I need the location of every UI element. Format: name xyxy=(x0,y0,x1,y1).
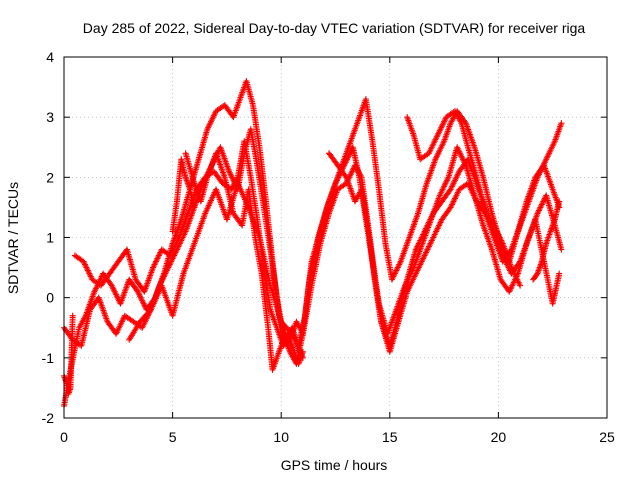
data-point-plus xyxy=(556,198,563,205)
series-track-9 xyxy=(169,156,198,235)
y-tick-label: 1 xyxy=(46,230,54,246)
series-track-10 xyxy=(530,198,563,283)
data-point-plus xyxy=(556,270,563,277)
y-tick-label: 4 xyxy=(46,49,54,65)
x-axis-label: GPS time / hours xyxy=(281,457,388,473)
x-tick-label: 20 xyxy=(491,429,507,445)
data-point-plus xyxy=(558,246,565,253)
x-tick-label: 10 xyxy=(273,429,289,445)
data-point-plus xyxy=(299,348,306,355)
series-track-8 xyxy=(61,312,76,397)
x-tick-label: 0 xyxy=(60,429,68,445)
series-track-6 xyxy=(182,150,306,373)
x-tick-label: 25 xyxy=(599,429,615,445)
series-track-5 xyxy=(404,108,565,265)
series-track-7 xyxy=(325,150,524,355)
data-point-plus xyxy=(533,271,540,278)
data-point-plus xyxy=(191,204,198,211)
data-point-plus xyxy=(517,282,524,289)
data-marks xyxy=(61,78,565,409)
y-axis-label: SDTVAR / TECUs xyxy=(5,182,21,294)
data-point-plus xyxy=(69,312,76,319)
y-tick-label: -2 xyxy=(42,410,55,426)
y-tick-label: 2 xyxy=(46,169,54,185)
y-tick-label: -1 xyxy=(42,350,55,366)
x-tick-label: 5 xyxy=(169,429,177,445)
axis-ticks: 0 5 10 15 20 25 -2 -1 0 1 2 3 4 xyxy=(42,49,615,445)
y-tick-label: 0 xyxy=(46,290,54,306)
data-point-plus xyxy=(558,120,565,127)
chart-title: Day 285 of 2022, Sidereal Day-to-day VTE… xyxy=(83,20,586,36)
x-tick-label: 15 xyxy=(382,429,398,445)
y-tick-label: 3 xyxy=(46,109,54,125)
